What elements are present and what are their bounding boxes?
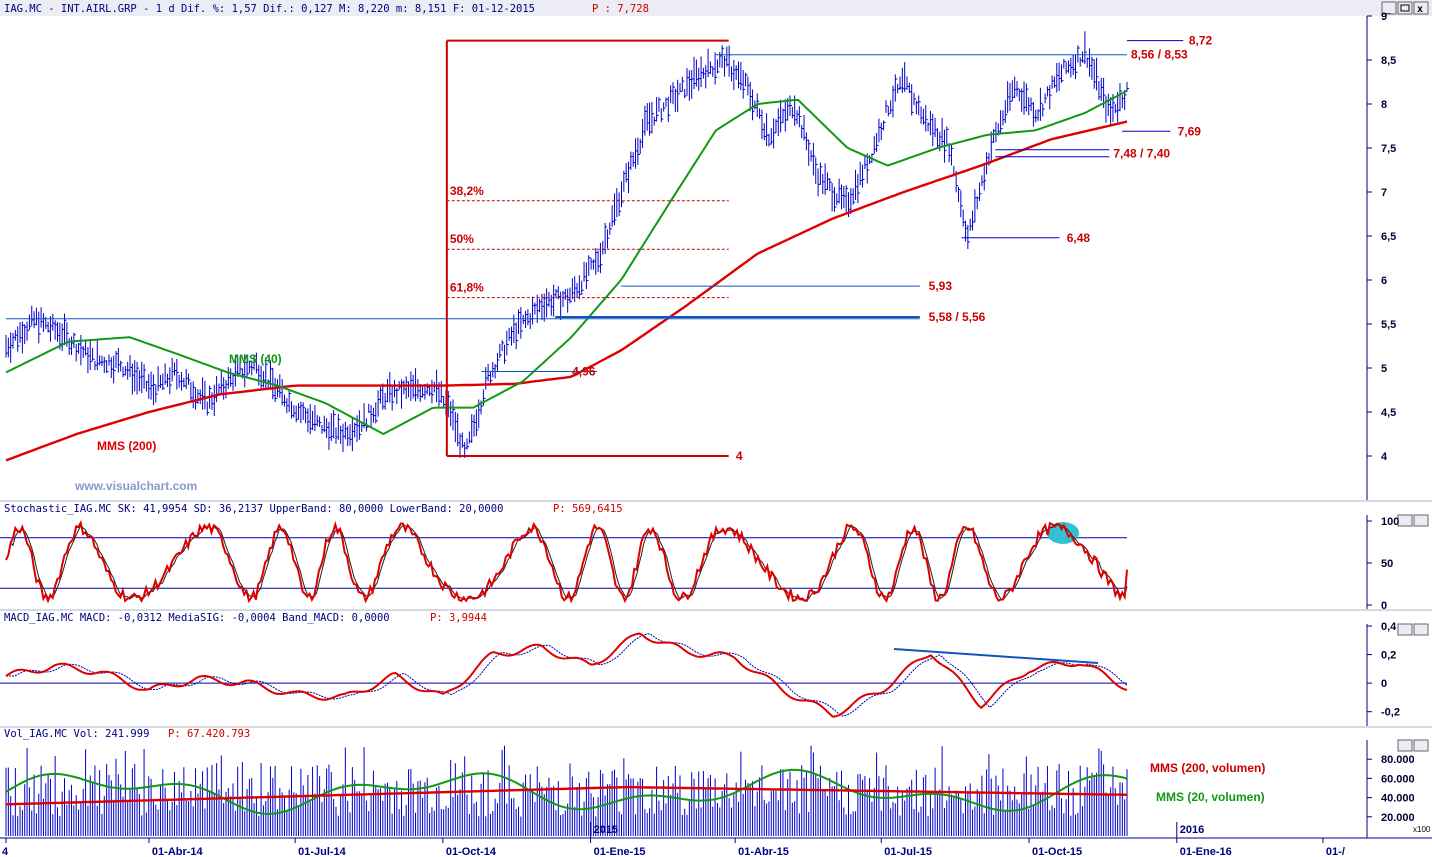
price-panel: 4 4,5 5 5,5 6 6,5 7 7,5 8 8,5 9 38,2% 50% 61,8% 8,728,… [5, 11, 1396, 463]
x-tick-label: 01-Oct-15 [1032, 846, 1082, 857]
x-tick-label: 01-Ene-16 [1180, 846, 1232, 857]
window-buttons: _ x [1381, 1, 1429, 15]
level-label: 5,93 [929, 279, 953, 293]
x-tick-label: 4 [2, 846, 9, 857]
macd-tick-label: 0,4 [1381, 621, 1397, 633]
fib-level-label: 61,8% [450, 281, 484, 295]
x-tick-label: 01-Oct-14 [446, 846, 497, 857]
mms40-line [5, 89, 1128, 436]
panel-frames [0, 16, 1432, 838]
vol-close-button [1413, 739, 1429, 752]
minimize-icon: _ [1385, 3, 1392, 14]
stoch-header-p: P: 569,6415 [553, 503, 623, 515]
vol-tick-label: 60.000 [1381, 773, 1415, 785]
macd-tick-label: 0,2 [1381, 650, 1396, 662]
stoch-maximize-button [1397, 514, 1413, 527]
stochastic-panel: 0 50 100 [0, 516, 1399, 612]
level-label: 8,56 / 8,53 [1131, 48, 1188, 62]
x-tick-label: 01-Jul-14 [298, 846, 347, 857]
vol-tick-label: 80.000 [1381, 754, 1415, 766]
vol-header: Vol_IAG.MC Vol: 241.999 [4, 728, 149, 740]
minimize-button[interactable] [1381, 1, 1397, 15]
stoch-close-button [1413, 514, 1429, 527]
price-tick-label: 5,5 [1381, 319, 1396, 331]
price-tick-label: 6 [1381, 275, 1387, 287]
level-label: 7,48 / 7,40 [1113, 146, 1170, 160]
level-label: 4 [736, 449, 743, 463]
panel-gap [0, 726, 1432, 740]
fib-level-label: 50% [450, 232, 474, 246]
header-bar [0, 0, 1432, 16]
price-tick-label: 7 [1381, 187, 1387, 199]
macd-divergence-line [893, 648, 1099, 664]
level-label: 6,48 [1067, 231, 1091, 245]
x-tick-label: 01-Ene-15 [594, 846, 646, 857]
macd-tick-label: -0,2 [1381, 707, 1400, 719]
close-icon: x [1417, 4, 1423, 15]
price-tick-label: 9 [1381, 11, 1387, 23]
mms200-line [5, 120, 1128, 462]
panel-gap [0, 500, 1432, 515]
header-price: P : 7,728 [592, 3, 649, 15]
maximize-icon [1400, 4, 1410, 12]
level-label: 7,69 [1178, 124, 1202, 138]
vol-mms20-label: MMS (20, volumen) [1156, 790, 1265, 804]
price-tick-label: 4,5 [1381, 407, 1396, 419]
price-tick-label: 4 [1381, 451, 1388, 463]
x-tick-label: 01-Jul-15 [884, 846, 932, 857]
macd-header: MACD_IAG.MC MACD: -0,0312 MediaSIG: -0,0… [4, 612, 390, 624]
x-tick-label: 01-Abr-14 [152, 846, 204, 857]
vol-unit-label: x100 [1413, 825, 1431, 834]
vol-mms200-line [5, 785, 1128, 806]
mms200-label: MMS (200) [97, 439, 156, 453]
macd-tick-label: 0 [1381, 678, 1387, 690]
price-tick-label: 8,5 [1381, 55, 1396, 67]
stoch-tick-label: 100 [1381, 516, 1399, 528]
stoch-tick-label: 0 [1381, 600, 1387, 612]
mms40-label: MMS (40) [229, 352, 282, 366]
x-axis: 4 01-Abr-14 01-Jul-14 01-Oct-14 01-Ene-15 01-… [0, 822, 1432, 857]
vol-mms200-label: MMS (200, volumen) [1150, 761, 1265, 775]
header-title: IAG.MC - INT.AIRL.GRP - 1 d Dif. %: 1,57… [4, 3, 535, 15]
vol-maximize-button [1397, 739, 1413, 752]
macd-header-p: P: 3,9944 [430, 612, 487, 624]
year-label: 2015 [594, 824, 618, 836]
price-tick-label: 7,5 [1381, 143, 1396, 155]
stoch-sk-line [5, 520, 1128, 604]
macd-line [5, 632, 1128, 718]
vol-mms20-line [5, 768, 1128, 815]
level-label: 4,96 [572, 365, 596, 379]
macd-panel: -0,2 0 0,2 0,4 [0, 621, 1400, 719]
watermark: www.visualchart.com [74, 479, 197, 493]
macd-close-button [1413, 623, 1429, 636]
level-label: 5,58 / 5,56 [929, 310, 986, 324]
macd-maximize-button [1397, 623, 1413, 636]
volume-panel: 20.000 40.000 60.000 80.000 x100 [5, 745, 1431, 836]
level-label: 8,72 [1189, 34, 1213, 48]
panel-gap [0, 609, 1432, 624]
x-tick-label: 01-/ [1326, 846, 1345, 857]
vol-tick-label: 40.000 [1381, 793, 1415, 805]
price-tick-label: 5 [1381, 363, 1387, 375]
x-tick-label: 01-Abr-15 [738, 846, 789, 857]
year-label: 2016 [1180, 824, 1204, 836]
vol-header-p: P: 67.420.793 [168, 728, 250, 740]
price-tick-label: 6,5 [1381, 231, 1396, 243]
price-tick-label: 8 [1381, 99, 1387, 111]
close-button[interactable] [1413, 1, 1429, 15]
fib-level-label: 38,2% [450, 184, 484, 198]
maximize-button[interactable] [1397, 1, 1413, 15]
macd-signal-line [6, 633, 1128, 717]
stoch-header: Stochastic_IAG.MC SK: 41,9954 SD: 36,213… [4, 503, 503, 515]
vol-tick-label: 20.000 [1381, 812, 1415, 824]
stoch-tick-label: 50 [1381, 558, 1393, 570]
